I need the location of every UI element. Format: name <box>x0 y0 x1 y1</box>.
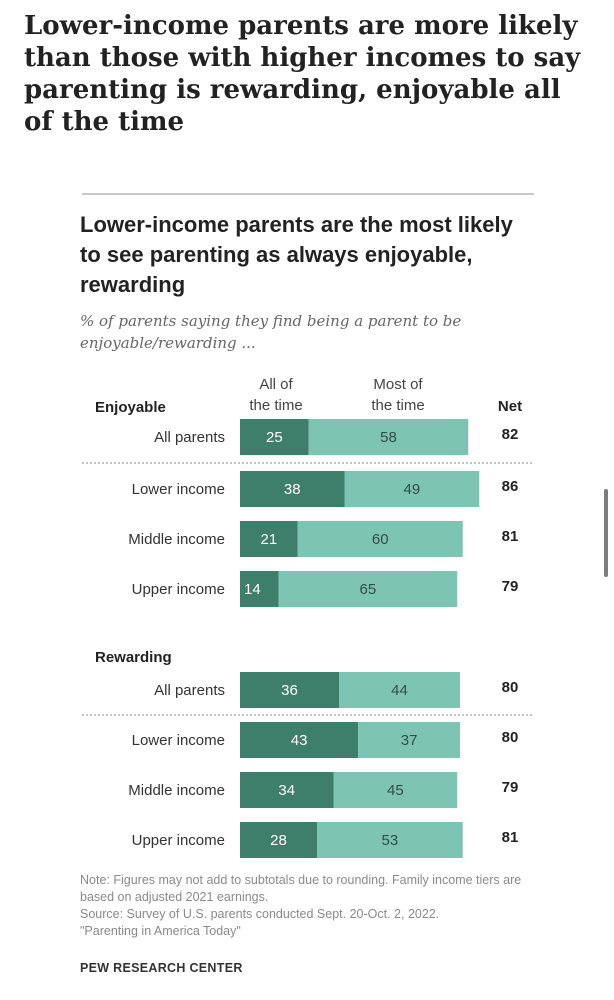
row-label-enjoyable-middle-income: Middle income <box>128 531 225 548</box>
pew-research-brand: PEW RESEARCH CENTER <box>80 961 243 975</box>
value-label-all-rewarding-all-parents: 36 <box>281 682 298 699</box>
net-value-enjoyable-middle-income: 81 <box>502 528 519 545</box>
net-value-enjoyable-lower-income: 86 <box>502 478 519 495</box>
bar-all-of-the-time-enjoyable-middle-income <box>240 521 298 557</box>
bar-most-of-the-time-enjoyable-lower-income <box>344 471 480 507</box>
net-value-enjoyable-all-parents: 82 <box>502 426 519 443</box>
bar-all-of-the-time-rewarding-lower-income <box>240 722 359 758</box>
value-label-all-enjoyable-middle-income: 21 <box>261 531 278 548</box>
chart-title: Lower-income parents are the most likely… <box>80 212 513 297</box>
net-value-rewarding-middle-income: 79 <box>502 779 519 796</box>
bar-most-of-the-time-rewarding-upper-income <box>317 822 463 858</box>
footer-report-title: "Parenting in America Today" <box>80 924 241 938</box>
row-label-rewarding-upper-income: Upper income <box>132 832 225 849</box>
row-label-enjoyable-upper-income: Upper income <box>132 581 225 598</box>
footer-note: Note: Figures may not add to subtotals d… <box>80 873 522 904</box>
group-title-enjoyable: Enjoyable <box>95 399 166 416</box>
value-label-most-rewarding-lower-income: 37 <box>401 732 418 749</box>
row-label-enjoyable-all-parents: All parents <box>154 429 225 446</box>
bar-all-of-the-time-rewarding-middle-income <box>240 772 334 808</box>
value-label-most-enjoyable-lower-income: 49 <box>404 481 421 498</box>
value-label-most-rewarding-all-parents: 44 <box>391 682 408 699</box>
net-value-rewarding-all-parents: 80 <box>502 679 519 696</box>
column-header-net: Net <box>498 398 522 415</box>
footer-source: Source: Survey of U.S. parents conducted… <box>80 907 440 921</box>
bar-most-of-the-time-rewarding-lower-income <box>358 722 460 758</box>
value-label-all-rewarding-lower-income: 43 <box>291 732 308 749</box>
value-label-all-enjoyable-upper-income: 14 <box>244 581 261 598</box>
net-value-rewarding-upper-income: 81 <box>502 829 519 846</box>
article-headline: Lower-income parents are more likely tha… <box>24 11 581 137</box>
value-label-most-enjoyable-upper-income: 65 <box>360 581 377 598</box>
bar-most-of-the-time-rewarding-middle-income <box>333 772 458 808</box>
value-label-most-rewarding-middle-income: 45 <box>387 782 404 799</box>
column-header-all-of-the-time: All of the time <box>249 376 302 414</box>
chart-subtitle: % of parents saying they find being a pa… <box>80 312 462 352</box>
value-label-all-enjoyable-all-parents: 25 <box>266 429 283 446</box>
row-label-rewarding-middle-income: Middle income <box>128 782 225 799</box>
bar-most-of-the-time-enjoyable-middle-income <box>297 521 463 557</box>
value-label-all-rewarding-middle-income: 34 <box>278 782 295 799</box>
bar-all-of-the-time-enjoyable-all-parents <box>240 419 309 455</box>
scrollbar-thumb[interactable] <box>604 489 608 577</box>
column-header-most-of-the-time: Most of the time <box>371 376 424 414</box>
value-label-most-enjoyable-middle-income: 60 <box>372 531 389 548</box>
value-label-most-rewarding-upper-income: 53 <box>382 832 399 849</box>
bar-most-of-the-time-rewarding-all-parents <box>339 672 460 708</box>
group-title-rewarding: Rewarding <box>95 649 172 666</box>
row-label-enjoyable-lower-income: Lower income <box>132 481 225 498</box>
bar-all-of-the-time-rewarding-all-parents <box>240 672 339 708</box>
row-label-rewarding-all-parents: All parents <box>154 682 225 699</box>
bar-all-of-the-time-enjoyable-upper-income <box>240 571 279 607</box>
net-value-enjoyable-upper-income: 79 <box>502 578 519 595</box>
value-label-all-enjoyable-lower-income: 38 <box>284 481 301 498</box>
bar-all-of-the-time-enjoyable-lower-income <box>240 471 345 507</box>
value-label-most-enjoyable-all-parents: 58 <box>380 429 397 446</box>
net-value-rewarding-lower-income: 80 <box>502 729 519 746</box>
bar-all-of-the-time-rewarding-upper-income <box>240 822 317 858</box>
value-label-all-rewarding-upper-income: 28 <box>270 832 287 849</box>
bar-most-of-the-time-enjoyable-all-parents <box>308 419 469 455</box>
row-label-rewarding-lower-income: Lower income <box>132 732 225 749</box>
bar-most-of-the-time-enjoyable-upper-income <box>278 571 458 607</box>
chart-top-divider <box>82 193 534 195</box>
chart-footer: Note: Figures may not add to subtotals d… <box>80 872 530 940</box>
